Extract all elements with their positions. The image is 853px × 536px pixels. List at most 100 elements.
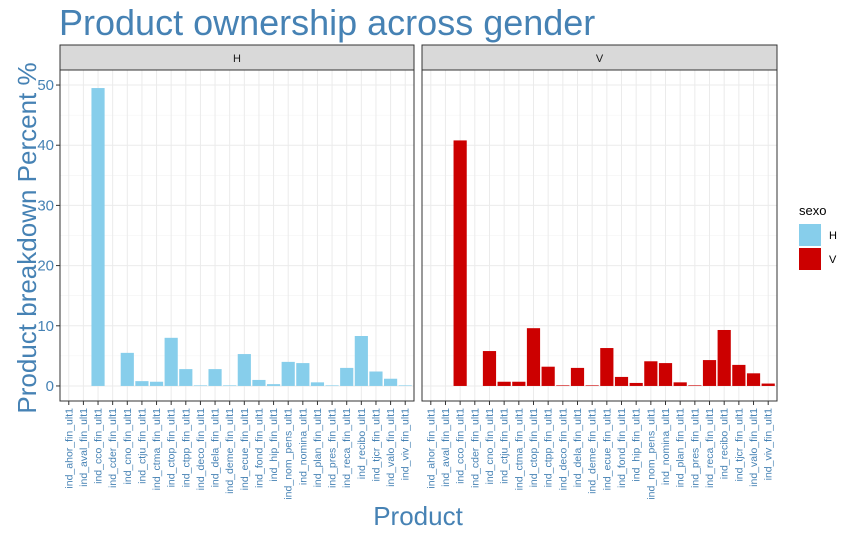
bar-v-ind_nom_pens_ult1	[644, 361, 658, 386]
bar-v-ind_cco_fin_ult1	[453, 140, 467, 386]
x-tick-label: ind_aval_fin_ult1	[78, 408, 90, 487]
x-tick-label: ind_ecue_fin_ult1	[239, 408, 251, 490]
y-axis: 0 10 20 30 40 50	[37, 77, 60, 395]
y-tick-label: 0	[46, 378, 54, 395]
legend-swatch-h	[799, 224, 821, 246]
bar-v-ind_ctpp_fin_ult1	[541, 366, 555, 386]
x-axis-title: Product	[373, 501, 463, 531]
chart-title: Product ownership across gender	[59, 2, 595, 43]
x-tick-label: ind_ecue_fin_ult1	[601, 408, 613, 490]
bar-v-ind_recibo_ult1	[717, 329, 731, 386]
x-tick-label: ind_reca_fin_ult1	[341, 408, 353, 488]
x-tick-label: ind_cco_fin_ult1	[455, 408, 467, 484]
x-tick-label: ind_nom_pens_ult1	[283, 408, 295, 500]
y-tick-label: 50	[37, 77, 54, 94]
bar-v-ind_plan_fin_ult1	[673, 382, 687, 386]
x-tick-label: ind_nom_pens_ult1	[645, 408, 657, 500]
x-tick-label: ind_ahor_fin_ult1	[63, 408, 75, 489]
facet-strip	[59, 44, 415, 71]
x-tick-label: ind_cno_fin_ult1	[122, 408, 134, 485]
bar-v-ind_ctma_fin_ult1	[512, 381, 526, 386]
bar-v-ind_viv_fin_ult1	[761, 383, 775, 386]
bar-v-ind_ctop_fin_ult1	[526, 328, 541, 386]
x-tick-label: ind_nomina_ult1	[297, 408, 309, 485]
x-tick-label: ind_recibo_ult1	[719, 408, 731, 479]
bar-v-ind_deco_fin_ult1	[556, 385, 570, 386]
y-tick-label: 20	[37, 258, 54, 275]
y-tick-label: 30	[37, 197, 54, 214]
bar-h-ind_cno_fin_ult1	[120, 352, 134, 386]
facet-panel-h: H	[59, 44, 415, 402]
x-tick-label: ind_reca_fin_ult1	[704, 408, 716, 488]
x-tick-label: ind_plan_fin_ult1	[312, 408, 324, 488]
bar-h-ind_valo_fin_ult1	[384, 378, 398, 386]
x-tick-label: ind_hip_fin_ult1	[631, 408, 643, 482]
legend-label-v: V	[829, 254, 837, 266]
bar-h-ind_fond_fin_ult1	[252, 379, 266, 386]
x-tick-label: ind_viv_fin_ult1	[763, 408, 775, 481]
x-tick-label: ind_aval_fin_ult1	[440, 408, 452, 487]
bar-v-ind_hip_fin_ult1	[629, 382, 643, 386]
x-tick-label: ind_cno_fin_ult1	[484, 408, 496, 485]
bar-v-ind_fond_fin_ult1	[614, 376, 629, 386]
bar-h-ind_deme_fin_ult1	[223, 385, 237, 386]
x-tick-label: ind_pres_fin_ult1	[327, 408, 339, 488]
bar-v-ind_deme_fin_ult1	[585, 385, 599, 386]
x-tick-label: ind_viv_fin_ult1	[400, 408, 412, 481]
x-tick-label: ind_cder_fin_ult1	[469, 408, 481, 488]
bar-h-ind_viv_fin_ult1	[398, 385, 412, 386]
x-tick-label: ind_cco_fin_ult1	[93, 408, 105, 484]
bar-v-ind_ecue_fin_ult1	[600, 348, 614, 386]
bar-h-ind_pres_fin_ult1	[325, 385, 339, 386]
bar-v-ind_cno_fin_ult1	[482, 351, 497, 386]
legend-title: sexo	[799, 203, 826, 218]
bar-h-ind_ctma_fin_ult1	[149, 381, 164, 386]
x-tick-label: ind_dela_fin_ult1	[572, 408, 584, 488]
x-tick-label: ind_deco_fin_ult1	[557, 408, 569, 490]
y-tick-label: 40	[37, 137, 54, 154]
panel-border	[59, 69, 415, 402]
bar-h-ind_ecue_fin_ult1	[237, 354, 251, 386]
x-tick-label: ind_deco_fin_ult1	[195, 408, 207, 490]
legend-label-h: H	[829, 230, 837, 242]
x-tick-label: ind_deme_fin_ult1	[224, 408, 236, 494]
x-tick-label: ind_ctop_fin_ult1	[528, 408, 540, 488]
bar-v-ind_pres_fin_ult1	[688, 385, 702, 386]
x-tick-label: ind_ctop_fin_ult1	[166, 408, 178, 488]
facet-strip	[421, 44, 778, 71]
y-tick-label: 10	[37, 318, 54, 335]
x-tick-label: ind_dela_fin_ult1	[210, 408, 222, 488]
facet-strip-label: V	[596, 53, 604, 65]
bar-h-ind_ctju_fin_ult1	[135, 381, 149, 386]
bar-v-ind_valo_fin_ult1	[746, 373, 761, 386]
x-axis: ind_ahor_fin_ult1 ind_aval_fin_ult1 ind_cc…	[63, 401, 775, 500]
bar-v-ind_dela_fin_ult1	[570, 367, 585, 386]
x-tick-label: ind_pres_fin_ult1	[689, 408, 701, 488]
bar-v-ind_reca_fin_ult1	[702, 360, 717, 386]
x-tick-label: ind_nomina_ult1	[660, 408, 672, 485]
bar-h-ind_dela_fin_ult1	[208, 369, 222, 386]
bar-h-ind_recibo_ult1	[354, 336, 368, 386]
bar-h-ind_nom_pens_ult1	[281, 361, 295, 386]
bar-h-ind_ctpp_fin_ult1	[179, 369, 193, 386]
bar-h-ind_tjcr_fin_ult1	[369, 371, 383, 386]
bar-h-ind_plan_fin_ult1	[310, 382, 325, 386]
bar-h-ind_reca_fin_ult1	[340, 367, 354, 386]
legend: sexo HV	[799, 203, 837, 270]
bar-v-ind_tjcr_fin_ult1	[732, 364, 746, 386]
x-tick-label: ind_valo_fin_ult1	[748, 408, 760, 487]
legend-swatch-v	[799, 248, 821, 270]
bar-h-ind_nomina_ult1	[296, 363, 310, 386]
bar-h-ind_deco_fin_ult1	[193, 385, 208, 386]
x-tick-label: ind_hip_fin_ult1	[268, 408, 280, 482]
bar-h-ind_ctop_fin_ult1	[164, 337, 178, 386]
x-tick-label: ind_plan_fin_ult1	[675, 408, 687, 488]
x-tick-label: ind_tjcr_fin_ult1	[370, 408, 382, 482]
bar-h-ind_hip_fin_ult1	[266, 384, 281, 386]
facet-panel-v: V	[421, 44, 778, 402]
x-tick-label: ind_fond_fin_ult1	[616, 408, 628, 488]
x-tick-label: ind_ahor_fin_ult1	[425, 408, 437, 489]
x-tick-label: ind_ctpp_fin_ult1	[180, 408, 192, 488]
